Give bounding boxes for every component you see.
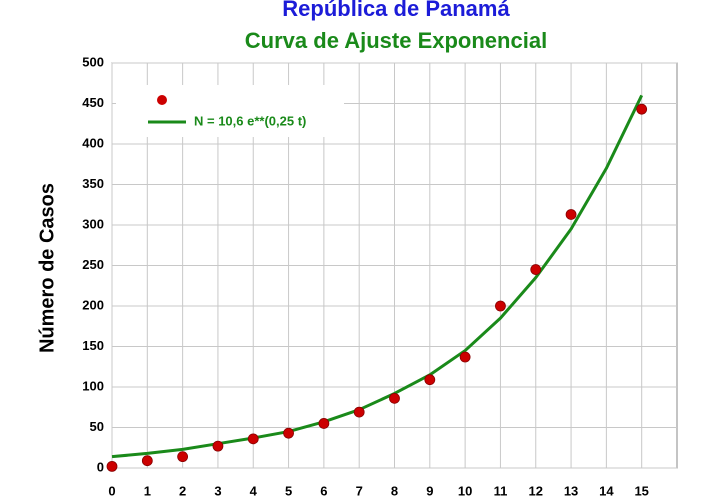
data-point [283,427,294,439]
x-tick-label: 5 [285,483,292,498]
y-tick-label: 50 [90,419,104,434]
x-tick-label: 15 [634,483,648,498]
y-axis-label: Número de Casos [36,183,58,353]
x-tick-label: 0 [108,483,115,498]
chart-title: República de Panamá [282,0,510,21]
y-tick-label: 250 [82,257,104,272]
data-point [353,406,365,418]
data-point [106,460,118,472]
data-point [424,374,436,386]
y-tick-label: 400 [82,135,104,150]
y-tick-label: 450 [82,95,104,110]
y-tick-label: 500 [82,54,104,69]
data-point [459,351,471,363]
data-point [389,392,400,404]
data-point [318,418,330,429]
data-point [247,433,259,445]
data-point [565,209,577,220]
data-point [495,300,506,312]
x-tick-label: 11 [494,483,508,498]
fit-line [111,94,644,459]
legend-marker [157,95,167,105]
x-tick-label: 3 [214,483,221,498]
y-tick-label: 0 [97,459,104,474]
y-tick-label: 200 [82,297,104,312]
data-point [636,103,648,115]
chart-subtitle: Curva de Ajuste Exponencial [245,28,547,53]
x-tick-label: 9 [426,483,433,498]
x-tick-label: 4 [250,483,258,498]
legend-box [116,85,344,137]
x-tick-label: 14 [599,483,614,498]
x-tick-label: 12 [529,483,543,498]
data-point [212,440,224,452]
x-tick-label: 10 [458,483,472,498]
y-tick-label: 100 [82,378,104,393]
x-tick-label: 1 [144,483,151,498]
x-tick-label: 6 [320,483,327,498]
x-tick-label: 13 [564,483,578,498]
x-tick-label: 8 [391,483,398,498]
data-point [177,451,189,463]
x-tick-label: 7 [356,483,363,498]
y-tick-label: 300 [82,216,104,231]
data-point [530,264,542,275]
y-tick-label: 150 [82,338,104,353]
legend-label: N = 10,6 e**(0,25 t) [194,113,306,128]
data-point [141,455,153,467]
x-tick-label: 2 [179,483,186,498]
y-tick-label: 350 [82,176,104,191]
